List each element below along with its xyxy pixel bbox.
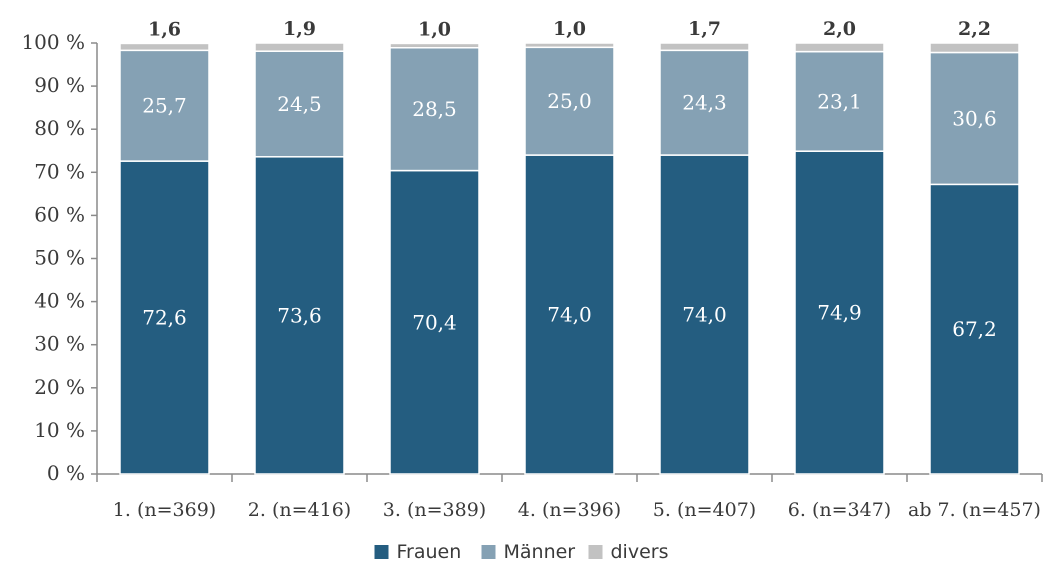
- value-label-divers: 1,0: [553, 18, 586, 40]
- bars: [119, 42, 1020, 475]
- value-label-frauen: 73,6: [277, 303, 322, 327]
- value-label-maenner: 24,5: [277, 92, 322, 116]
- y-tick-label: 40 %: [34, 289, 85, 313]
- bar-segment-frauen: [389, 169, 480, 475]
- value-label-maenner: 25,7: [142, 94, 187, 118]
- value-label-frauen: 67,2: [952, 317, 997, 341]
- x-category-label: 1. (n=369): [113, 499, 216, 521]
- value-label-maenner: 23,1: [817, 89, 862, 113]
- value-label-maenner: 28,5: [412, 97, 457, 121]
- value-label-maenner: 30,6: [952, 106, 997, 130]
- bar-segment-divers: [389, 42, 480, 49]
- bar-segment-frauen: [794, 150, 885, 475]
- y-tick-label: 70 %: [34, 159, 85, 183]
- y-tick-label: 20 %: [34, 375, 85, 399]
- value-label-divers: 1,7: [688, 18, 721, 40]
- x-category-label: 5. (n=407): [653, 499, 756, 521]
- bar-segment-m-nner: [929, 51, 1020, 186]
- value-label-maenner: 24,3: [682, 91, 727, 115]
- bar-segment-divers: [659, 42, 750, 52]
- bar-segment-divers: [254, 42, 345, 52]
- axes: 0 % 10 % 20 % 30 % 40 % 50 % 60 % 70 % 80 % 90 % 1…: [21, 30, 1043, 521]
- y-tick-label: 90 %: [34, 73, 85, 97]
- x-category-label: ab 7. (n=457): [908, 499, 1041, 521]
- x-category-label: 3. (n=389): [383, 499, 486, 521]
- legend-swatch: [588, 545, 603, 559]
- value-label-divers: 1,6: [148, 18, 181, 40]
- x-category-label: 2. (n=416): [248, 499, 351, 521]
- legend-swatch: [374, 545, 389, 559]
- value-label-frauen: 72,6: [142, 306, 187, 330]
- y-tick-label: 30 %: [34, 332, 85, 356]
- x-category-label: 4. (n=396): [518, 499, 621, 521]
- bar-segment-divers: [119, 42, 210, 52]
- value-label-divers: 1,9: [283, 18, 316, 40]
- value-label-frauen: 70,4: [412, 310, 457, 334]
- legend-swatch: [481, 545, 496, 559]
- value-label-frauen: 74,9: [817, 301, 862, 325]
- value-label-divers: 2,0: [823, 18, 856, 40]
- bar-segment-m-nner: [389, 46, 480, 172]
- bar-segment-m-nner: [659, 49, 750, 156]
- bar-segment-frauen: [119, 160, 210, 475]
- bar-segment-m-nner: [119, 49, 210, 162]
- bar-segment-frauen: [524, 154, 615, 475]
- y-tick-label: 50 %: [34, 246, 85, 270]
- bar-segment-divers: [929, 42, 1020, 54]
- y-tick-label: 0 %: [47, 461, 85, 485]
- value-label-divers: 1,0: [418, 18, 451, 40]
- value-label-maenner: 25,0: [547, 89, 592, 113]
- value-labels: 72,6 25,7 1,6 73,6 24,5 1,9 70,4 28,5 1,0 74,0 25,…: [142, 18, 997, 341]
- bar-segment-divers: [524, 42, 615, 49]
- x-category-label: 6. (n=347): [788, 499, 891, 521]
- bar-segment-divers: [794, 42, 885, 53]
- legend-label: Männer: [504, 541, 576, 563]
- bar-segment-frauen: [254, 156, 345, 475]
- y-tick-label: 10 %: [34, 418, 85, 442]
- value-label-divers: 2,2: [958, 18, 991, 40]
- y-tick-label: 80 %: [34, 116, 85, 140]
- bar-segment-m-nner: [794, 50, 885, 152]
- legend-label: divers: [611, 541, 669, 563]
- y-tick-label: 60 %: [34, 202, 85, 226]
- bar-segment-frauen: [659, 154, 750, 475]
- legend-label: Frauen: [397, 541, 462, 563]
- value-label-frauen: 74,0: [547, 303, 592, 327]
- value-label-frauen: 74,0: [682, 303, 727, 327]
- legend: Frauen Männer divers: [374, 541, 669, 563]
- bar-segment-m-nner: [524, 46, 615, 156]
- y-tick-label: 100 %: [21, 30, 85, 54]
